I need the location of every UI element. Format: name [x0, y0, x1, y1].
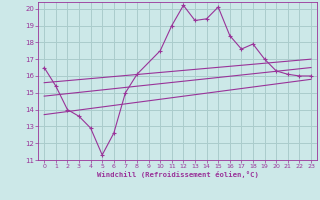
X-axis label: Windchill (Refroidissement éolien,°C): Windchill (Refroidissement éolien,°C) [97, 171, 259, 178]
